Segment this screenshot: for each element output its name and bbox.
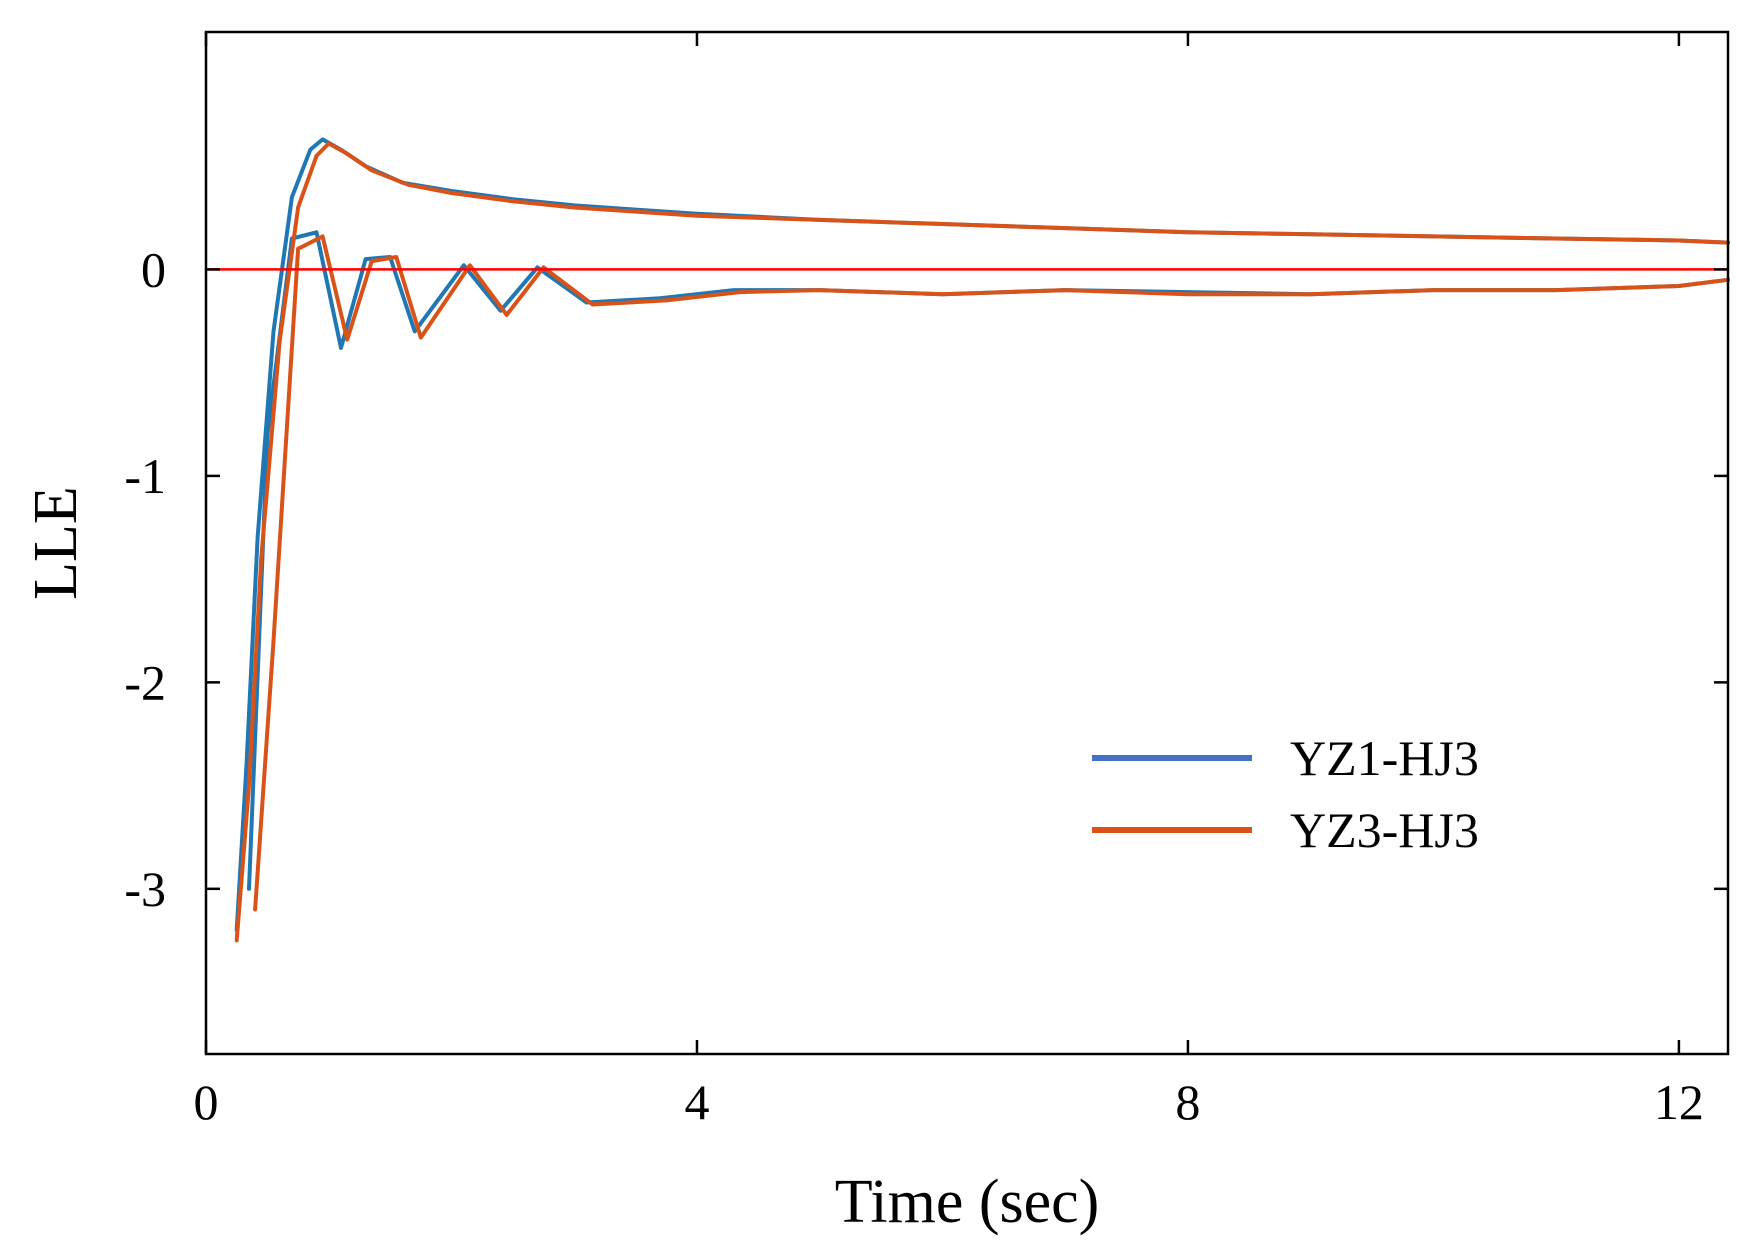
ticks-layer: 0 4 8 12 0 -1 -2 -3 xyxy=(124,32,1728,1130)
y-tick-label: -2 xyxy=(124,654,166,710)
y-tick-label: -3 xyxy=(124,861,166,917)
x-tick-label: 12 xyxy=(1654,1074,1704,1130)
series-layer xyxy=(234,137,1730,943)
legend-label-yz3-hj3: YZ3-HJ3 xyxy=(1290,802,1479,858)
series-line-yz3-hj3-upper-branch xyxy=(234,141,1730,943)
x-axis-title: Time (sec) xyxy=(835,1168,1100,1236)
x-tick-label: 4 xyxy=(684,1074,709,1130)
x-tick-label: 0 xyxy=(194,1074,219,1130)
legend-label-yz1-hj3: YZ1-HJ3 xyxy=(1290,730,1479,786)
legend: YZ1-HJ3 YZ3-HJ3 xyxy=(1092,730,1479,858)
y-tick-label: -1 xyxy=(124,448,166,504)
series-line-yz3-hj3-lower-branch xyxy=(253,234,1730,912)
y-axis-title: LLE xyxy=(22,486,90,600)
plot-frame xyxy=(204,30,1730,1056)
y-tick-label: 0 xyxy=(141,241,166,297)
x-tick-label: 8 xyxy=(1175,1074,1200,1130)
